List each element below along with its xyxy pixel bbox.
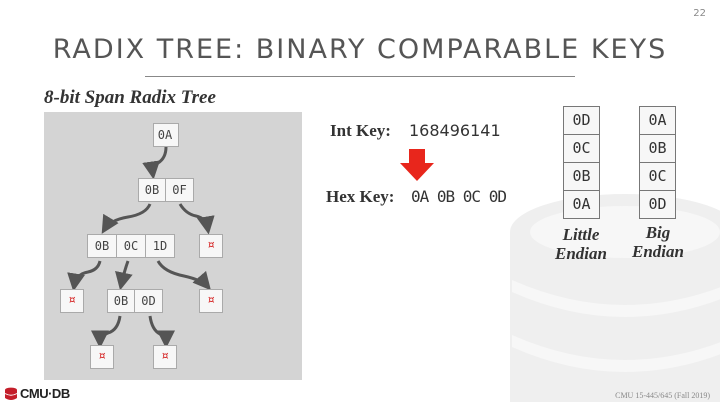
byte-cell: 0C bbox=[563, 134, 600, 163]
int-key-value: 168496141 bbox=[409, 121, 501, 140]
byte-cell: 0B bbox=[639, 134, 676, 163]
int-key-label: Int Key: bbox=[330, 121, 391, 140]
tree-node-level3: 0B 0D bbox=[107, 289, 163, 313]
hex-key-value: 0A 0B 0C 0D bbox=[411, 187, 507, 206]
byte-cell: 0C bbox=[639, 162, 676, 191]
big-endian-label: Big Endian bbox=[625, 223, 691, 261]
tree-key: 1D bbox=[152, 239, 168, 253]
tree-null-leaf: ¤ bbox=[60, 289, 84, 313]
tree-null-leaf: ¤ bbox=[90, 345, 114, 369]
null-marker: ¤ bbox=[207, 238, 215, 253]
tree-node-root: 0A bbox=[153, 123, 179, 147]
null-marker: ¤ bbox=[161, 349, 169, 364]
tree-key: 0C bbox=[117, 235, 146, 257]
byte-cell: 0D bbox=[639, 190, 676, 219]
database-logo-icon bbox=[4, 387, 18, 400]
slide-number: 22 bbox=[693, 8, 706, 19]
page-title: RADIX TREE: BINARY COMPARABLE KEYS bbox=[52, 34, 668, 65]
tree-key: 0F bbox=[172, 183, 187, 197]
title-divider bbox=[145, 76, 575, 77]
logo-text: CMU·DB bbox=[20, 386, 70, 401]
byte-cell: 0B bbox=[563, 162, 600, 191]
tree-key: 0B bbox=[88, 235, 117, 257]
byte-cell: 0D bbox=[563, 106, 600, 135]
tree-null-leaf: ¤ bbox=[199, 234, 223, 258]
byte-cell: 0A bbox=[639, 106, 676, 135]
label-line: Endian bbox=[555, 244, 607, 263]
tree-null-leaf: ¤ bbox=[199, 289, 223, 313]
big-endian-bytes: 0A 0B 0C 0D bbox=[639, 106, 676, 219]
little-endian-label: Little Endian bbox=[548, 225, 614, 263]
label-line: Endian bbox=[632, 242, 684, 261]
tree-key: 0D bbox=[141, 294, 156, 308]
label-line: Little bbox=[562, 225, 600, 244]
tree-key: 0B bbox=[108, 290, 135, 312]
null-marker: ¤ bbox=[68, 293, 76, 308]
byte-cell: 0A bbox=[563, 190, 600, 219]
label-line: Big bbox=[645, 223, 671, 242]
tree-key: 0A bbox=[157, 128, 173, 142]
cmu-db-logo: CMU·DB bbox=[4, 386, 70, 401]
hex-key-label: Hex Key: bbox=[326, 187, 395, 206]
tree-key: 0B bbox=[139, 179, 166, 201]
down-arrow-icon bbox=[400, 149, 434, 181]
tree-node-level2: 0B 0C 1D bbox=[87, 234, 175, 258]
null-marker: ¤ bbox=[207, 293, 215, 308]
diagram-subtitle: 8-bit Span Radix Tree bbox=[44, 87, 216, 108]
null-marker: ¤ bbox=[98, 349, 106, 364]
course-footer: CMU 15-445/645 (Fall 2019) bbox=[615, 391, 710, 400]
little-endian-bytes: 0D 0C 0B 0A bbox=[563, 106, 600, 219]
tree-node-level1: 0B 0F bbox=[138, 178, 194, 202]
tree-null-leaf: ¤ bbox=[153, 345, 177, 369]
